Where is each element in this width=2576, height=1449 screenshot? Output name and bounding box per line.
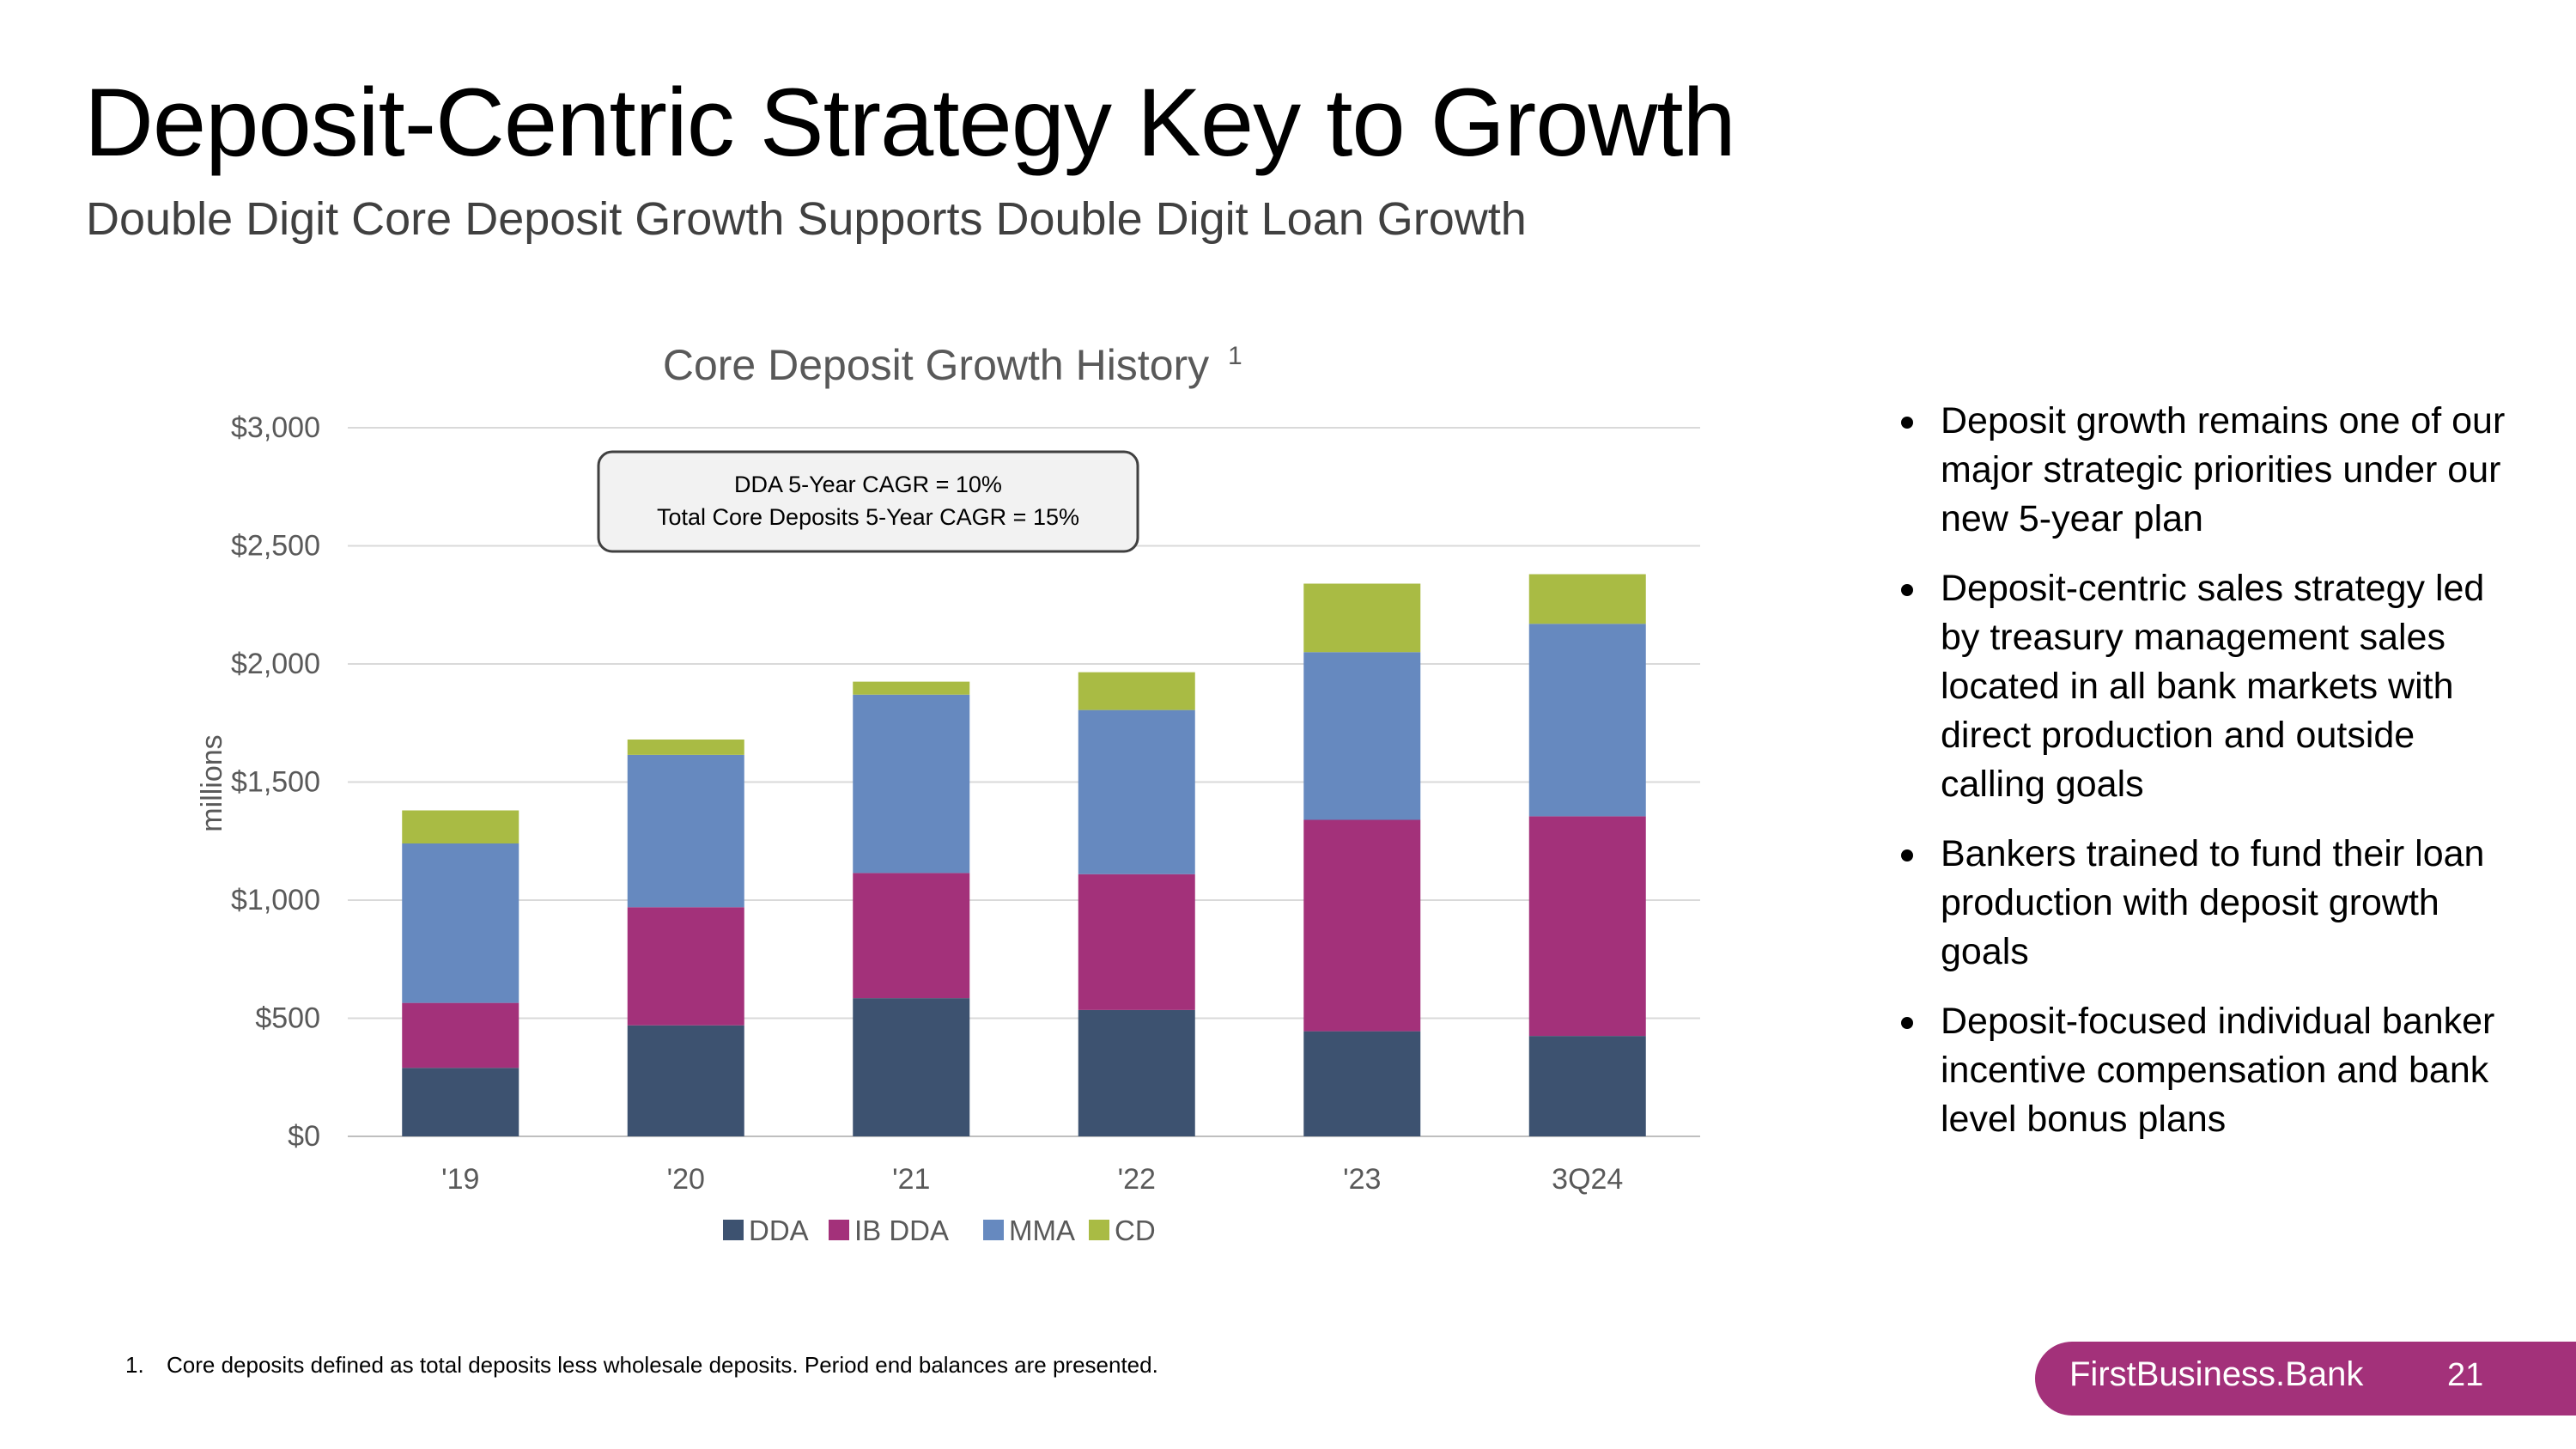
bar-segment-mma	[1303, 652, 1421, 820]
page-title: Deposit-Centric Strategy Key to Growth	[84, 69, 1736, 176]
bullet-item: Deposit-centric sales strategy led by tr…	[1898, 564, 2516, 809]
chart-bars	[402, 574, 1646, 1136]
y-tick-label: $3,000	[231, 411, 320, 444]
bar-segment-cd	[1528, 574, 1646, 624]
bar-segment-mma	[853, 694, 970, 874]
bar-segment-mma	[627, 754, 744, 908]
y-axis-ticks: $0 $500 $1,000 $1,500 $2,000 $2,500 $3,000	[231, 411, 320, 1153]
bar-segment-ib-dda	[627, 907, 744, 1026]
brand-footer: FirstBusiness.Bank 21	[2035, 1342, 2576, 1416]
bullet-item: Bankers trained to fund their loan produ…	[1898, 830, 2516, 977]
bar-segment-mma	[1528, 624, 1646, 817]
bar-segment-mma	[402, 843, 519, 1003]
y-tick-label: $2,000	[231, 648, 320, 680]
bar-segment-ib-dda	[1528, 816, 1646, 1037]
legend-swatch	[983, 1220, 1004, 1240]
cagr-annotation-line-1: DDA 5-Year CAGR = 10%	[734, 472, 1002, 497]
legend-swatch	[723, 1220, 744, 1240]
y-tick-label: $1,500	[231, 766, 320, 799]
bullet-item: Deposit-focused individual banker incent…	[1898, 997, 2516, 1144]
x-tick-label: '20	[667, 1163, 705, 1196]
chart-title-footnote-marker: 1	[1228, 342, 1242, 370]
bar-segment-cd	[853, 681, 970, 695]
bar-segment-cd	[627, 740, 744, 755]
bullet-dot-icon	[1901, 1017, 1913, 1029]
bullet-text: Deposit-centric sales strategy led by tr…	[1941, 568, 2485, 805]
bar-segment-dda	[853, 998, 970, 1136]
bar-segment-cd	[1078, 672, 1195, 710]
page-subtitle: Double Digit Core Deposit Growth Support…	[86, 193, 1527, 245]
cagr-annotation-line-2: Total Core Deposits 5-Year CAGR = 15%	[657, 504, 1079, 530]
x-tick-label: '23	[1343, 1163, 1381, 1196]
bar-segment-dda	[1528, 1036, 1646, 1136]
legend-label: IB DDA	[854, 1215, 949, 1246]
bullet-item: Deposit growth remains one of our major …	[1898, 397, 2516, 544]
bar-segment-ib-dda	[1303, 819, 1421, 1032]
bar-segment-cd	[1303, 583, 1421, 653]
bar-segment-dda	[402, 1068, 519, 1136]
strategy-bullet-list: Deposit growth remains one of our major …	[1898, 397, 2516, 1165]
cagr-annotation-box: DDA 5-Year CAGR = 10% Total Core Deposit…	[597, 450, 1139, 553]
brand-logo-text: FirstBusiness.Bank	[2069, 1355, 2364, 1393]
legend-swatch	[829, 1220, 849, 1240]
y-axis-label: millions	[196, 734, 228, 831]
bar-segment-dda	[1078, 1009, 1195, 1136]
y-tick-label: $2,500	[231, 530, 320, 563]
y-tick-label: $500	[255, 1002, 320, 1035]
x-tick-label: 3Q24	[1552, 1163, 1623, 1196]
bar-segment-cd	[402, 810, 519, 843]
bar-segment-ib-dda	[402, 1002, 519, 1068]
x-tick-label: '22	[1118, 1163, 1156, 1196]
bar-segment-ib-dda	[1078, 874, 1195, 1010]
x-tick-label: '19	[441, 1163, 479, 1196]
bar-segment-dda	[627, 1025, 744, 1136]
footnote: 1. Core deposits defined as total deposit…	[125, 1352, 1158, 1379]
bullet-dot-icon	[1901, 584, 1913, 596]
chart-legend: DDA IB DDA MMA CD	[723, 1215, 1156, 1246]
bar-segment-ib-dda	[853, 873, 970, 999]
legend-swatch	[1089, 1220, 1109, 1240]
bar-segment-dda	[1303, 1031, 1421, 1136]
bullet-text: Deposit-focused individual banker incent…	[1941, 1001, 2495, 1140]
legend-label: DDA	[749, 1215, 809, 1246]
chart-gridlines	[348, 427, 1700, 1137]
x-axis-ticks: '19 '20 '21 '22 '23 3Q24	[441, 1163, 1623, 1196]
y-tick-label: $1,000	[231, 884, 320, 916]
bullet-text: Deposit growth remains one of our major …	[1941, 400, 2506, 539]
page-number: 21	[2447, 1357, 2484, 1393]
bar-segment-mma	[1078, 709, 1195, 874]
bullet-text: Bankers trained to fund their loan produ…	[1941, 833, 2485, 972]
legend-label: CD	[1115, 1215, 1156, 1246]
bullet-dot-icon	[1901, 849, 1913, 861]
legend-label: MMA	[1009, 1215, 1075, 1246]
footnote-number: 1.	[125, 1352, 144, 1378]
x-tick-label: '21	[892, 1163, 930, 1196]
chart-title: Core Deposit Growth History	[663, 341, 1209, 389]
footnote-text: Core deposits defined as total deposits …	[167, 1352, 1158, 1378]
bullet-dot-icon	[1901, 417, 1913, 429]
y-tick-label: $0	[288, 1120, 320, 1153]
